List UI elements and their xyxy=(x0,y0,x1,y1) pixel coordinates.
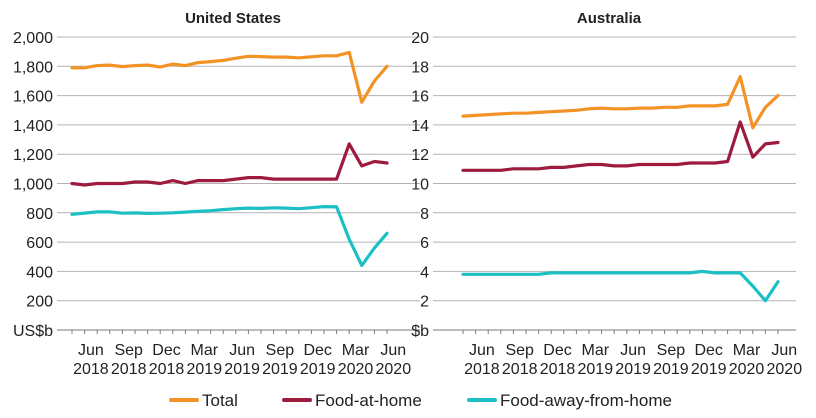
x-tick-month: Jun xyxy=(229,342,255,359)
x-axis-ticks: Jun 2018 Sep 2018 Dec 2018 Mar 2019 Jun 2019 Sep 20… xyxy=(462,330,803,378)
x-tick-month: Jun xyxy=(469,342,495,359)
y-unit-label: US$b xyxy=(13,323,53,340)
x-tick-year: 2019 xyxy=(578,361,614,378)
x-tick-month: Jun xyxy=(771,342,797,359)
x-tick-month: Mar xyxy=(191,342,219,359)
y-unit-label: $b xyxy=(411,323,429,340)
series-lines xyxy=(70,50,389,268)
y-tick-label: 16 xyxy=(411,89,429,106)
x-tick-month: Jun xyxy=(380,342,406,359)
x-tick-month: Jun xyxy=(78,342,104,359)
x-tick-year: 2020 xyxy=(338,361,374,378)
y-tick-label: 200 xyxy=(26,294,53,311)
x-tick-year: 2018 xyxy=(111,361,147,378)
y-tick-label: 10 xyxy=(411,177,429,194)
gridlines xyxy=(433,36,796,331)
series-line-food-away-from-home xyxy=(461,269,780,303)
series-line-food-at-home xyxy=(461,120,780,172)
x-tick-year: 2018 xyxy=(73,361,109,378)
legend-item-food-at-home: Food-at-home xyxy=(282,391,422,410)
x-tick-year: 2020 xyxy=(729,361,765,378)
series-line-food-at-home xyxy=(70,142,389,187)
x-axis-ticks: Jun 2018 Sep 2018 Dec 2018 Mar 2019 Jun 2019 Sep 20… xyxy=(71,330,412,378)
y-tick-label: 400 xyxy=(26,264,53,281)
x-tick-year: 2020 xyxy=(376,361,412,378)
y-tick-label: 1,200 xyxy=(13,147,53,164)
x-tick-month: Jun xyxy=(620,342,646,359)
x-tick-month: Mar xyxy=(733,342,761,359)
x-tick-year: 2019 xyxy=(691,361,727,378)
x-tick-year: 2018 xyxy=(540,361,576,378)
y-tick-label: 6 xyxy=(420,235,429,252)
x-tick-year: 2019 xyxy=(262,361,298,378)
y-axis-labels: 2 4 6 8 10 12 14 16 18 20 $b xyxy=(411,30,429,340)
x-tick-month: Sep xyxy=(657,342,686,359)
y-tick-label: 1,800 xyxy=(13,59,53,76)
y-tick-label: 12 xyxy=(411,147,429,164)
x-tick-year: 2018 xyxy=(464,361,500,378)
legend-label-total: Total xyxy=(202,391,238,410)
legend: Total Food-at-home Food-away-from-home xyxy=(169,391,672,410)
x-tick-year: 2019 xyxy=(615,361,651,378)
y-tick-label: 20 xyxy=(411,30,429,47)
y-tick-label: 14 xyxy=(411,118,429,135)
x-tick-month: Sep xyxy=(505,342,534,359)
y-tick-label: 18 xyxy=(411,59,429,76)
y-tick-label: 1,400 xyxy=(13,118,53,135)
x-tick-year: 2019 xyxy=(187,361,223,378)
y-tick-label: 1,000 xyxy=(13,177,53,194)
x-tick-year: 2019 xyxy=(224,361,260,378)
series-lines xyxy=(461,74,780,303)
y-tick-label: 8 xyxy=(420,206,429,223)
y-axis-labels: 200 400 600 800 1,000 1,200 1,400 1,600 1,800 2,0… xyxy=(13,30,53,340)
legend-item-total: Total xyxy=(169,391,238,410)
x-tick-year: 2018 xyxy=(502,361,538,378)
legend-item-food-away-from-home: Food-away-from-home xyxy=(467,391,672,410)
x-tick-year: 2019 xyxy=(653,361,689,378)
x-tick-month: Dec xyxy=(694,342,722,359)
x-tick-month: Dec xyxy=(543,342,571,359)
series-line-food-away-from-home xyxy=(70,205,389,268)
legend-label-food-at-home: Food-at-home xyxy=(315,391,422,410)
x-tick-month: Sep xyxy=(114,342,143,359)
panel-united-states: United States 200 400 600 800 1,000 1,200 1,40… xyxy=(13,10,420,378)
series-line-total xyxy=(70,50,389,104)
x-tick-month: Dec xyxy=(303,342,331,359)
panel-australia: Australia 2 4 6 8 10 12 14 16 18 20 $b Jun 2018 Sep 2… xyxy=(411,10,802,378)
x-tick-month: Dec xyxy=(152,342,180,359)
x-tick-year: 2019 xyxy=(300,361,336,378)
legend-label-food-away-from-home: Food-away-from-home xyxy=(500,391,672,410)
x-tick-month: Mar xyxy=(342,342,370,359)
y-tick-label: 2,000 xyxy=(13,30,53,47)
x-tick-month: Sep xyxy=(266,342,295,359)
y-tick-label: 2 xyxy=(420,294,429,311)
panel-title: United States xyxy=(185,10,281,27)
panel-title: Australia xyxy=(577,10,642,27)
series-line-total xyxy=(461,74,780,130)
x-tick-month: Mar xyxy=(582,342,610,359)
y-tick-label: 1,600 xyxy=(13,89,53,106)
y-tick-label: 800 xyxy=(26,206,53,223)
y-tick-label: 600 xyxy=(26,235,53,252)
x-tick-year: 2018 xyxy=(149,361,185,378)
y-tick-label: 4 xyxy=(420,264,429,281)
x-tick-year: 2020 xyxy=(767,361,803,378)
